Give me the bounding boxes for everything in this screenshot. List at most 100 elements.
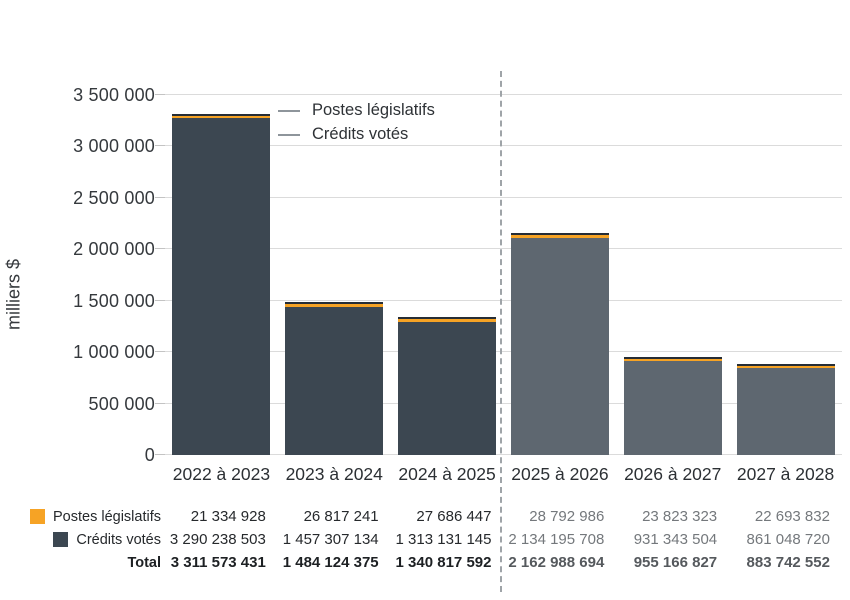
- gridline: [165, 94, 842, 95]
- bar-cell: [616, 75, 729, 455]
- y-tick-mark: [155, 402, 165, 404]
- y-tick-mark: [155, 299, 165, 301]
- table-row-label-text: Total: [127, 554, 161, 571]
- bar-segment-voted: [623, 361, 722, 455]
- y-tick-mark: [155, 248, 165, 250]
- dash-icon: [278, 109, 300, 112]
- table-cell: 26 817 241: [303, 508, 379, 525]
- y-tick-label: 500 000: [88, 393, 155, 414]
- bar-cell: [165, 75, 278, 455]
- bar-segment-voted: [172, 118, 271, 455]
- stacked-bar-2022-à-2023: [172, 114, 271, 455]
- y-tick-label: 3 000 000: [73, 136, 155, 157]
- gridline: [165, 454, 842, 455]
- bars-row: [165, 75, 842, 455]
- table-cell: 23 823 323: [642, 508, 718, 525]
- data-table: Postes législatifs 21 334 928 26 817 241 27…: [0, 505, 842, 574]
- y-tick-label: 2 000 000: [73, 239, 155, 260]
- bar-cap: [172, 114, 271, 116]
- y-tick-mark: [155, 454, 165, 455]
- bar-segment-voted: [510, 238, 609, 455]
- gridline: [165, 196, 842, 198]
- y-tick-mark: [155, 196, 165, 198]
- stacked-bar-2026-à-2027: [623, 357, 722, 455]
- bar-segment-legislative: [736, 366, 835, 368]
- legend-label: Crédits votés: [312, 125, 409, 143]
- table-row: Postes législatifs 21 334 928 26 817 241 27…: [0, 505, 842, 528]
- dash-icon: [278, 133, 300, 136]
- legend-label: Postes législatifs: [312, 101, 435, 119]
- table-cell: 3 290 238 503: [169, 531, 266, 548]
- gridline: [165, 299, 842, 301]
- table-cell: 2 162 988 694: [508, 554, 605, 571]
- bar-segment-voted: [736, 368, 835, 455]
- y-axis-title: milliers $: [3, 259, 24, 331]
- bar-segment-voted: [285, 307, 384, 455]
- table-cell: 1 340 817 592: [395, 554, 492, 571]
- legend-item-postes-legislatifs: Postes législatifs: [278, 101, 435, 120]
- stacked-bar-2024-à-2025: [398, 317, 497, 455]
- table-row-label: Total: [0, 555, 165, 571]
- x-axis-label: 2024 à 2025: [398, 464, 496, 484]
- table-row: Crédits votés 3 290 238 503 1 457 307 134 1…: [0, 528, 842, 551]
- table-row-label: Crédits votés: [0, 532, 165, 548]
- table-cell: 21 334 928: [190, 508, 266, 525]
- bar-cell: [391, 75, 504, 455]
- x-axis-labels: 2022 à 2023 2023 à 2024 2024 à 2025 2025 à …: [165, 464, 842, 485]
- table-cell: 955 166 827: [633, 554, 718, 571]
- gridline: [165, 351, 842, 353]
- x-axis-label: 2026 à 2027: [624, 464, 722, 484]
- bar-cap: [398, 317, 497, 319]
- plot-area: [155, 75, 842, 455]
- x-axis-label: 2023 à 2024: [285, 464, 383, 484]
- legend-item-credits-votes: Crédits votés: [278, 125, 435, 144]
- table-cell: 1 484 124 375: [282, 554, 379, 571]
- y-tick-label: 2 500 000: [73, 187, 155, 208]
- table-row-label: Postes législatifs: [0, 509, 165, 525]
- bar-cap: [623, 357, 722, 359]
- table-row-label-text: Postes législatifs: [53, 508, 161, 525]
- bar-cell: [729, 75, 842, 455]
- table-cell: 28 792 986: [529, 508, 605, 525]
- orange-square-icon: [30, 509, 45, 524]
- bar-segment-legislative: [510, 235, 609, 238]
- table-cell: 883 742 552: [746, 554, 830, 571]
- actual-forecast-divider-line: [500, 71, 502, 592]
- bar-cell: [278, 75, 391, 455]
- y-tick-label: 1 500 000: [73, 290, 155, 311]
- table-cell: 3 311 573 431: [170, 554, 266, 571]
- table-cell: 931 343 504: [633, 531, 718, 548]
- bar-cap: [510, 233, 609, 235]
- slate-square-icon: [53, 532, 69, 547]
- y-tick-label: 1 000 000: [73, 342, 155, 363]
- gridline: [165, 145, 842, 147]
- y-tick-mark: [155, 145, 165, 147]
- bar-segment-voted: [398, 322, 497, 455]
- gridline: [165, 402, 842, 404]
- bar-segment-legislative: [398, 319, 497, 322]
- stacked-bar-2023-à-2024: [285, 302, 384, 455]
- y-tick-mark: [155, 351, 165, 353]
- table-cell: 861 048 720: [746, 531, 830, 548]
- y-tick-mark: [155, 94, 165, 95]
- stacked-bar-2027-à-2028: [736, 364, 835, 455]
- x-axis-label: 2025 à 2026: [511, 464, 609, 484]
- table-cell: 1 313 131 145: [395, 531, 492, 548]
- table-cell: 27 686 447: [416, 508, 492, 525]
- bar-cap: [285, 302, 384, 304]
- stacked-bar-2025-à-2026: [510, 233, 609, 455]
- table-row-label-text: Crédits votés: [76, 531, 161, 548]
- x-axis-label: 2022 à 2023: [172, 464, 271, 484]
- bar-segment-legislative: [623, 359, 722, 361]
- y-tick-label: 0: [144, 445, 155, 465]
- table-cell: 1 457 307 134: [282, 531, 379, 548]
- bar-cap: [736, 364, 835, 366]
- chart-legend: Postes législatifs Crédits votés: [278, 101, 435, 144]
- bar-segment-legislative: [285, 304, 384, 307]
- bar-segment-legislative: [172, 116, 271, 118]
- gridline: [165, 248, 842, 250]
- bar-cell: [503, 75, 616, 455]
- table-row: Total 3 311 573 431 1 484 124 375 1 340 817…: [0, 551, 842, 574]
- table-cell: 22 693 832: [754, 508, 830, 525]
